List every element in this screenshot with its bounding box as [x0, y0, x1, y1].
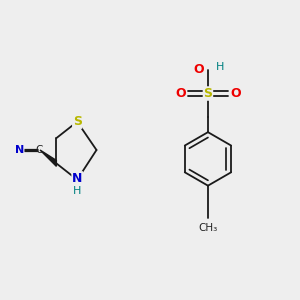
Text: N: N — [15, 145, 24, 155]
Text: CH₃: CH₃ — [198, 223, 218, 233]
Text: O: O — [194, 63, 204, 76]
Text: C: C — [36, 145, 43, 155]
Text: O: O — [175, 87, 186, 100]
Text: H: H — [73, 186, 81, 196]
Text: S: S — [203, 87, 212, 100]
Polygon shape — [40, 150, 56, 166]
Text: H: H — [216, 62, 225, 72]
Text: S: S — [73, 115, 82, 128]
Text: N: N — [72, 172, 83, 185]
Text: O: O — [230, 87, 241, 100]
